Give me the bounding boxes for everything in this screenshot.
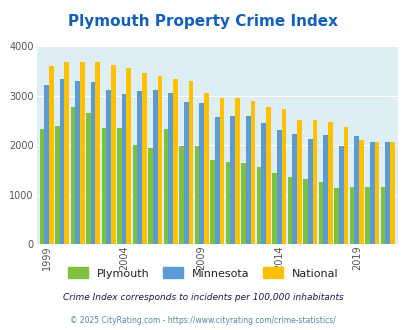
- Text: © 2025 CityRating.com - https://www.cityrating.com/crime-statistics/: © 2025 CityRating.com - https://www.city…: [70, 315, 335, 325]
- Bar: [70, 107, 75, 244]
- Bar: [241, 163, 245, 244]
- Bar: [60, 79, 64, 244]
- Bar: [369, 142, 374, 244]
- Bar: [126, 68, 131, 244]
- Bar: [199, 103, 204, 244]
- Bar: [358, 140, 363, 244]
- Bar: [261, 123, 265, 244]
- Bar: [384, 142, 389, 244]
- Bar: [75, 81, 80, 244]
- Bar: [256, 167, 261, 244]
- Bar: [152, 90, 157, 244]
- Bar: [318, 182, 323, 244]
- Bar: [349, 187, 354, 244]
- Bar: [234, 98, 239, 244]
- Bar: [338, 146, 343, 244]
- Bar: [323, 135, 327, 244]
- Bar: [157, 76, 162, 244]
- Bar: [117, 128, 121, 244]
- Bar: [303, 180, 307, 244]
- Bar: [86, 113, 91, 244]
- Bar: [40, 129, 44, 244]
- Bar: [49, 65, 53, 244]
- Bar: [230, 116, 234, 244]
- Bar: [179, 146, 183, 244]
- Bar: [148, 148, 152, 244]
- Bar: [343, 127, 347, 244]
- Bar: [101, 128, 106, 244]
- Bar: [64, 62, 69, 244]
- Legend: Plymouth, Minnesota, National: Plymouth, Minnesota, National: [63, 263, 342, 283]
- Bar: [95, 62, 100, 244]
- Text: Crime Index corresponds to incidents per 100,000 inhabitants: Crime Index corresponds to incidents per…: [62, 292, 343, 302]
- Bar: [204, 93, 208, 244]
- Bar: [194, 146, 199, 244]
- Bar: [80, 62, 84, 244]
- Bar: [91, 82, 95, 244]
- Bar: [354, 136, 358, 244]
- Bar: [214, 117, 219, 244]
- Bar: [188, 81, 193, 244]
- Bar: [245, 116, 250, 244]
- Bar: [111, 65, 115, 244]
- Bar: [333, 188, 338, 244]
- Bar: [292, 134, 296, 244]
- Bar: [327, 122, 332, 244]
- Bar: [55, 126, 60, 244]
- Text: Plymouth Property Crime Index: Plymouth Property Crime Index: [68, 14, 337, 29]
- Bar: [106, 90, 111, 244]
- Bar: [173, 79, 177, 244]
- Bar: [276, 130, 281, 244]
- Bar: [183, 102, 188, 244]
- Bar: [225, 162, 230, 244]
- Bar: [210, 160, 214, 244]
- Bar: [168, 93, 173, 244]
- Bar: [250, 101, 255, 244]
- Bar: [132, 145, 137, 244]
- Bar: [281, 109, 286, 244]
- Bar: [296, 120, 301, 244]
- Bar: [380, 187, 384, 244]
- Bar: [364, 187, 369, 244]
- Bar: [219, 98, 224, 244]
- Bar: [122, 94, 126, 244]
- Bar: [287, 178, 292, 244]
- Bar: [374, 142, 378, 244]
- Bar: [163, 129, 168, 244]
- Bar: [307, 139, 312, 244]
- Bar: [272, 174, 276, 244]
- Bar: [265, 107, 270, 244]
- Bar: [137, 91, 142, 244]
- Bar: [142, 73, 146, 244]
- Bar: [389, 142, 394, 244]
- Bar: [312, 120, 316, 244]
- Bar: [44, 85, 49, 244]
